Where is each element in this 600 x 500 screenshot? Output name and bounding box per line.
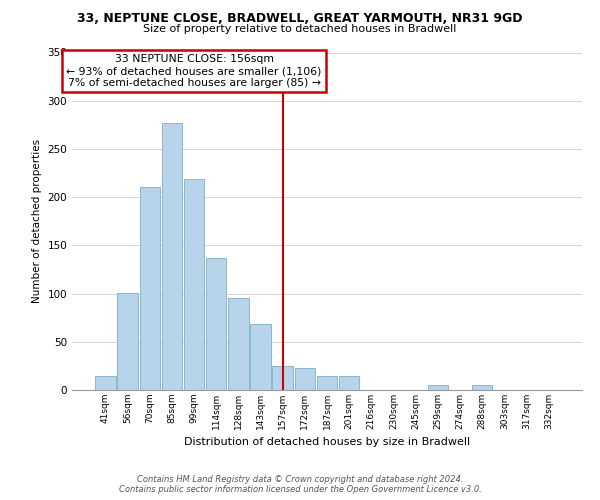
- Bar: [272, 366, 293, 390]
- Bar: [250, 324, 271, 390]
- X-axis label: Distribution of detached houses by size in Bradwell: Distribution of detached houses by size …: [184, 438, 470, 448]
- Text: 33 NEPTUNE CLOSE: 156sqm
← 93% of detached houses are smaller (1,106)
7% of semi: 33 NEPTUNE CLOSE: 156sqm ← 93% of detach…: [67, 54, 322, 88]
- Text: Contains HM Land Registry data © Crown copyright and database right 2024.
Contai: Contains HM Land Registry data © Crown c…: [119, 474, 481, 494]
- Bar: [317, 376, 337, 390]
- Bar: [295, 368, 315, 390]
- Bar: [428, 385, 448, 390]
- Bar: [184, 179, 204, 390]
- Bar: [140, 186, 160, 390]
- Bar: [206, 258, 226, 390]
- Bar: [118, 292, 138, 390]
- Text: 33, NEPTUNE CLOSE, BRADWELL, GREAT YARMOUTH, NR31 9GD: 33, NEPTUNE CLOSE, BRADWELL, GREAT YARMO…: [77, 12, 523, 26]
- Text: Size of property relative to detached houses in Bradwell: Size of property relative to detached ho…: [143, 24, 457, 34]
- Bar: [95, 376, 116, 390]
- Bar: [228, 298, 248, 390]
- Bar: [472, 385, 493, 390]
- Y-axis label: Number of detached properties: Number of detached properties: [32, 139, 42, 304]
- Bar: [161, 123, 182, 390]
- Bar: [339, 376, 359, 390]
